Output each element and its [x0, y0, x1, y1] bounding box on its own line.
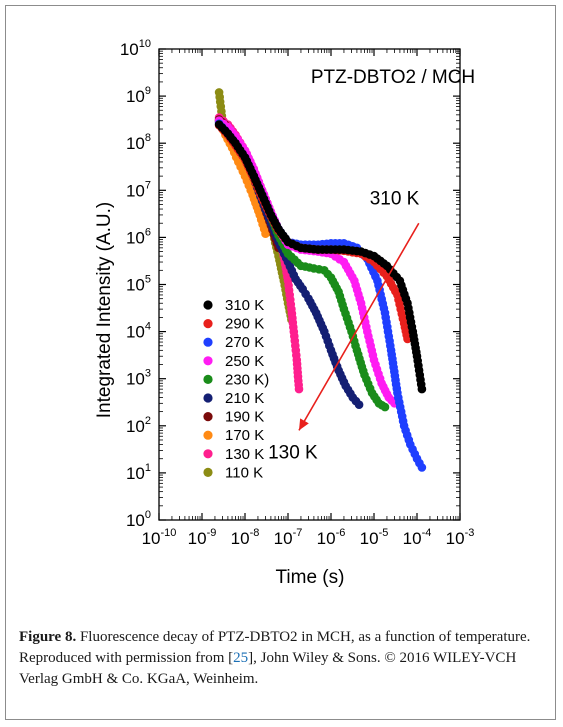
- legend-item: 250 K: [203, 353, 264, 370]
- legend-marker: [203, 374, 213, 384]
- figure-caption: Figure 8. Fluorescence decay of PTZ-DBTO…: [19, 627, 544, 690]
- y-tick-label: 100: [126, 509, 151, 530]
- legend-item: 270 K: [203, 334, 264, 351]
- y-tick-label: 102: [126, 415, 151, 436]
- legend-marker: [203, 412, 213, 422]
- legend-item: 230 K): [203, 371, 269, 388]
- x-tick-label: 10-10: [142, 527, 177, 548]
- legend-label: 190 K: [225, 409, 264, 426]
- chart-title: PTZ-DBTO2 / MCH: [311, 67, 475, 88]
- y-tick-label: 104: [126, 321, 151, 342]
- legend-label: 230 K): [225, 371, 269, 388]
- legend-item: 110 K: [203, 464, 263, 481]
- data-point: [417, 384, 427, 394]
- temperature-annotation: 310 K: [370, 188, 420, 209]
- legend-item: 130 K: [203, 446, 264, 463]
- legend-label: 250 K: [225, 353, 264, 370]
- legend-label: 290 K: [225, 316, 264, 333]
- legend-marker: [203, 430, 213, 440]
- legend-marker: [203, 467, 213, 477]
- legend-item: 310 K: [203, 297, 264, 314]
- y-tick-label: 105: [126, 274, 151, 295]
- data-point: [417, 463, 427, 472]
- data-point: [294, 384, 304, 394]
- x-tick-label: 10-4: [403, 527, 432, 548]
- temperature-annotation: 130 K: [268, 443, 318, 464]
- legend-label: 170 K: [225, 427, 264, 444]
- arrow-head: [298, 418, 309, 431]
- legend-label: 310 K: [225, 297, 264, 314]
- y-tick-label: 108: [126, 132, 151, 153]
- y-axis-label: Integrated Intensity (A.U.): [94, 202, 115, 419]
- y-tick-label: 103: [126, 368, 151, 389]
- data-point: [261, 229, 270, 238]
- legend-label: 130 K: [225, 446, 264, 463]
- figure-frame: [5, 5, 556, 720]
- legend-item: 190 K: [203, 409, 264, 426]
- y-tick-label: 107: [126, 179, 151, 200]
- legend-marker: [203, 337, 213, 347]
- legend-label: 270 K: [225, 334, 264, 351]
- x-tick-label: 10-3: [446, 527, 475, 548]
- temperature-trend-arrow: [298, 222, 420, 431]
- x-tick-label: 10-7: [274, 527, 303, 548]
- caption-label: Figure 8.: [19, 629, 77, 645]
- legend-item: 210 K: [203, 390, 264, 407]
- legend-label: 110 K: [225, 464, 263, 481]
- legend-marker: [203, 449, 213, 459]
- caption-text-end: ], John Wiley & Sons. © 2016 WILEY-VCH V…: [19, 650, 517, 687]
- legend-item: 170 K: [203, 427, 264, 444]
- data-point: [380, 402, 390, 412]
- x-tick-label: 10-6: [317, 527, 346, 548]
- chart: PTZ-DBTO2 / MCH Integrated Intensity (A.…: [94, 38, 475, 588]
- y-tick-label: 1010: [120, 38, 151, 59]
- x-tick-label: 10-8: [231, 527, 260, 548]
- y-tick-label: 109: [126, 85, 151, 106]
- legend-label: 210 K: [225, 390, 264, 407]
- data-point: [354, 400, 364, 410]
- legend-marker: [203, 356, 213, 366]
- y-tick-label: 106: [126, 226, 151, 247]
- legend-marker: [203, 300, 213, 310]
- legend-item: 290 K: [203, 316, 264, 333]
- legend-marker: [203, 393, 213, 403]
- caption-reference-link[interactable]: 25: [233, 650, 249, 666]
- x-tick-label: 10-5: [360, 527, 389, 548]
- caption-text: Fluorescence decay of PTZ-DBTO2 in MCH, …: [19, 629, 531, 666]
- legend-marker: [203, 319, 213, 329]
- x-axis-label: Time (s): [276, 567, 345, 588]
- series-310-k: [214, 120, 427, 394]
- x-tick-label: 10-9: [188, 527, 217, 548]
- y-tick-label: 101: [126, 462, 151, 483]
